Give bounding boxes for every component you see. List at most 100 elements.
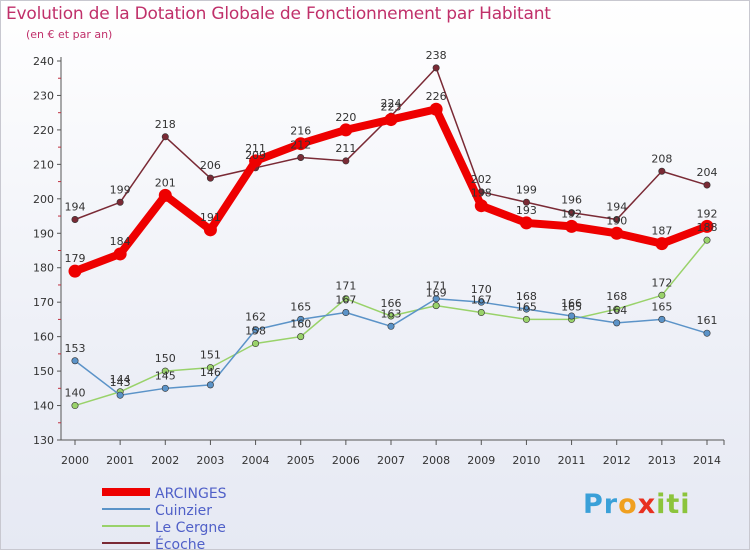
logo-letter: i xyxy=(656,489,667,520)
logo-letter: o xyxy=(618,489,638,520)
x-tick-label: 2003 xyxy=(196,454,224,467)
data-label: 211 xyxy=(245,142,266,155)
data-label: 168 xyxy=(516,290,537,303)
data-label: 201 xyxy=(155,176,176,189)
data-point xyxy=(297,315,305,323)
data-label: 146 xyxy=(200,366,221,379)
data-label: 143 xyxy=(110,376,131,389)
y-tick-label: 150 xyxy=(33,365,54,378)
series-le-cergne xyxy=(71,236,711,410)
data-point xyxy=(71,357,79,365)
data-point xyxy=(565,219,579,233)
data-point xyxy=(203,223,217,237)
series-cuinzier xyxy=(71,295,711,399)
data-point xyxy=(522,315,530,323)
data-label: 192 xyxy=(697,207,718,220)
y-tick-label: 170 xyxy=(33,296,54,309)
data-label: 168 xyxy=(606,290,627,303)
data-label: 194 xyxy=(65,200,86,213)
x-tick-label: 2008 xyxy=(422,454,450,467)
data-point xyxy=(342,309,350,317)
data-label: 206 xyxy=(200,159,221,172)
chart-subtitle: (en € et par an) xyxy=(26,28,113,41)
data-label: 166 xyxy=(381,297,402,310)
chart-axes: 130 140 150 160 170 180 190 200 210 220 230 240 2000… xyxy=(33,55,725,467)
data-point xyxy=(477,309,485,317)
data-point xyxy=(568,312,576,320)
y-tick-label: 160 xyxy=(33,331,54,344)
y-tick-label: 180 xyxy=(33,262,54,275)
data-label: 209 xyxy=(245,149,266,162)
data-point xyxy=(161,384,169,392)
data-label: 165 xyxy=(290,300,311,313)
data-label: 198 xyxy=(471,187,492,200)
data-point xyxy=(384,113,398,127)
data-label: 196 xyxy=(561,194,582,207)
data-point xyxy=(613,215,621,223)
data-label: 150 xyxy=(155,352,176,365)
legend-label: Le Cergne xyxy=(155,520,226,536)
data-label: 163 xyxy=(381,307,402,320)
data-label: 204 xyxy=(697,166,718,179)
x-tick-label: 2000 xyxy=(61,454,89,467)
data-label: 165 xyxy=(516,300,537,313)
data-point xyxy=(387,312,395,320)
data-point xyxy=(206,381,214,389)
data-label: 212 xyxy=(290,138,311,151)
data-label: 218 xyxy=(155,118,176,131)
data-label: 165 xyxy=(561,300,582,313)
data-point xyxy=(700,219,714,233)
y-tick-label: 190 xyxy=(33,227,54,240)
data-label: 171 xyxy=(426,280,447,293)
data-label: 151 xyxy=(200,349,221,362)
data-point xyxy=(252,326,260,334)
data-point xyxy=(432,295,440,303)
data-point xyxy=(658,291,666,299)
data-label: 190 xyxy=(606,214,627,227)
legend-label: ARCINGES xyxy=(155,486,227,502)
series-arcinges xyxy=(68,102,714,278)
data-label: 216 xyxy=(290,125,311,138)
data-label: 158 xyxy=(245,325,266,338)
data-label: 224 xyxy=(381,97,402,110)
logo-letter: t xyxy=(666,489,681,520)
x-tick-label: 2005 xyxy=(287,454,315,467)
x-tick-label: 2014 xyxy=(693,454,721,467)
data-point xyxy=(610,226,624,240)
data-point xyxy=(613,319,621,327)
data-label: 153 xyxy=(65,342,86,355)
data-label: 167 xyxy=(335,294,356,307)
data-label: 187 xyxy=(651,225,672,238)
data-label: 194 xyxy=(606,200,627,213)
logo-letter: i xyxy=(680,489,691,520)
logo-letter: x xyxy=(637,489,657,520)
x-tick-label: 2001 xyxy=(106,454,134,467)
data-label: 179 xyxy=(65,252,86,265)
data-point xyxy=(703,329,711,337)
data-label: 192 xyxy=(561,207,582,220)
data-label: 172 xyxy=(651,276,672,289)
data-label: 184 xyxy=(110,235,131,248)
data-point xyxy=(206,174,214,182)
data-label: 188 xyxy=(697,221,718,234)
data-point xyxy=(116,391,124,399)
x-tick-label: 2009 xyxy=(467,454,495,467)
y-tick-label: 130 xyxy=(33,434,54,447)
data-label: 211 xyxy=(335,142,356,155)
x-tick-label: 2010 xyxy=(512,454,540,467)
data-point xyxy=(522,198,530,206)
data-point xyxy=(206,364,214,372)
data-label: 166 xyxy=(561,297,582,310)
data-label: 208 xyxy=(651,152,672,165)
data-point xyxy=(68,264,82,278)
data-label: 202 xyxy=(471,173,492,186)
data-point xyxy=(71,215,79,223)
data-label: 223 xyxy=(381,101,402,114)
data-point xyxy=(158,188,172,202)
data-label: 162 xyxy=(245,311,266,324)
data-point xyxy=(252,340,260,348)
data-point xyxy=(294,137,308,151)
logo-letter: r xyxy=(603,489,619,520)
y-tick-label: 220 xyxy=(33,124,54,137)
data-label: 144 xyxy=(110,373,131,386)
